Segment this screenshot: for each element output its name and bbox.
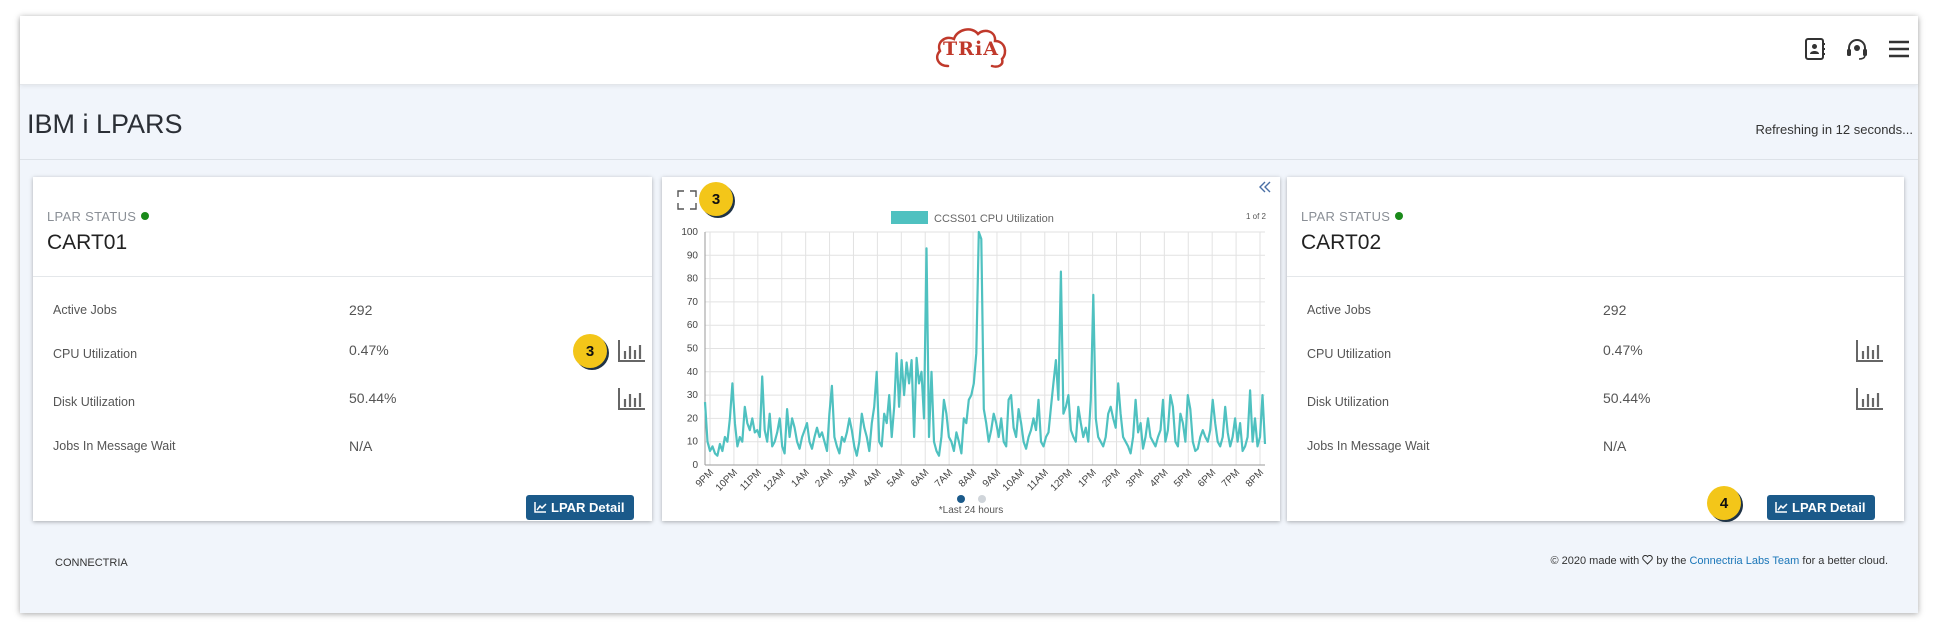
title-divider <box>20 159 1918 160</box>
x-tick-label: 6PM <box>1196 467 1218 489</box>
y-tick-label: 60 <box>687 320 699 331</box>
step-badge: 3 <box>573 334 607 368</box>
x-tick-label: 2AM <box>813 467 835 489</box>
contacts-icon[interactable] <box>1802 36 1828 62</box>
cpu-chart-icon[interactable] <box>1856 339 1884 363</box>
x-tick-label: 7AM <box>933 467 955 489</box>
connectria-labs-link[interactable]: Connectria Labs Team <box>1689 555 1800 567</box>
jobs-message-wait-value: N/A <box>349 438 373 454</box>
x-tick-label: 6AM <box>909 467 931 489</box>
chart-note: *Last 24 hours <box>939 505 1004 516</box>
x-tick-label: 1PM <box>1076 467 1098 489</box>
disk-utilization-value: 50.44% <box>1603 390 1651 406</box>
x-tick-label: 4PM <box>1148 467 1170 489</box>
disk-chart-icon[interactable] <box>1856 387 1884 411</box>
y-tick-label: 0 <box>692 460 698 471</box>
disk-utilization-label: Disk Utilization <box>53 395 135 409</box>
lpar-detail-button[interactable]: LPAR Detail <box>526 495 635 520</box>
x-tick-label: 7PM <box>1220 467 1242 489</box>
step-badge: 3 <box>699 182 733 216</box>
x-tick-label: 10PM <box>714 467 740 493</box>
disk-utilization-value: 50.44% <box>349 390 397 406</box>
hamburger-menu-icon[interactable] <box>1886 36 1912 62</box>
x-tick-label: 8PM <box>1244 467 1266 489</box>
top-bar: TRiA <box>20 16 1918 85</box>
card-divider <box>33 276 652 277</box>
cpu-utilization-value: 0.47% <box>349 342 389 358</box>
status-dot <box>1395 212 1404 220</box>
x-tick-label: 9AM <box>981 467 1003 489</box>
cpu-utilization-label: CPU Utilization <box>1307 347 1392 361</box>
x-tick-label: 1AM <box>789 467 811 489</box>
x-tick-label: 12PM <box>1049 467 1075 493</box>
cpu-utilization-label: CPU Utilization <box>53 347 138 361</box>
heart-icon <box>1642 554 1654 565</box>
lpar-name: CART01 <box>47 231 128 254</box>
chart-pager[interactable]: 1 of 2 <box>1246 212 1267 221</box>
y-tick-label: 100 <box>681 227 698 238</box>
x-tick-label: 8AM <box>957 467 979 489</box>
status-dot <box>141 212 150 220</box>
expand-icon[interactable] <box>677 190 697 210</box>
lpar-card-cart01: LPAR STATUS CART01 Active Jobs 292 CPU U… <box>33 177 652 521</box>
refresh-status: Refreshing in 12 seconds... <box>1755 122 1913 137</box>
x-tick-label: 12AM <box>762 467 788 493</box>
footer-credit: © 2020 made with by the Connectria Labs … <box>1550 554 1888 567</box>
y-tick-label: 30 <box>687 390 699 401</box>
cpu-utilization-value: 0.47% <box>1603 342 1643 358</box>
x-tick-label: 3PM <box>1124 467 1146 489</box>
collapse-icon[interactable] <box>1259 181 1271 193</box>
lpar-name: CART02 <box>1301 231 1382 254</box>
active-jobs-label: Active Jobs <box>1307 303 1371 317</box>
page-dot-inactive[interactable] <box>978 495 986 503</box>
page-title: IBM i LPARS <box>27 109 183 139</box>
card-divider <box>1287 276 1904 277</box>
active-jobs-value: 292 <box>1603 302 1627 318</box>
cpu-chart-icon[interactable] <box>618 339 646 363</box>
line-chart-icon <box>534 502 547 513</box>
x-tick-label: 10AM <box>1001 467 1027 493</box>
footer-brand: CONNECTRIA <box>55 557 128 569</box>
x-tick-label: 11AM <box>1025 467 1051 493</box>
cpu-utilization-chart: CCSS01 CPU Utilization 1 of 2 0 10 20 30 40 5… <box>677 181 1271 516</box>
y-tick-label: 50 <box>687 344 699 355</box>
disk-utilization-label: Disk Utilization <box>1307 395 1389 409</box>
cloud-icon <box>936 28 1007 68</box>
cpu-utilization-series <box>703 230 1267 457</box>
jobs-message-wait-label: Jobs In Message Wait <box>53 439 176 453</box>
status-label: LPAR STATUS <box>47 209 150 224</box>
y-tick-label: 20 <box>687 413 699 424</box>
legend-label: CCSS01 CPU Utilization <box>934 213 1054 225</box>
page-dot-active[interactable] <box>957 495 965 503</box>
cpu-chart-panel: CCSS01 CPU Utilization 1 of 2 0 10 20 30 40 5… <box>662 177 1280 521</box>
disk-chart-icon[interactable] <box>618 387 646 411</box>
y-tick-label: 80 <box>687 274 699 285</box>
tria-logo[interactable]: TRiA <box>932 22 1010 74</box>
step-badge: 4 <box>1707 486 1741 520</box>
x-tick-label: 4AM <box>861 467 883 489</box>
active-jobs-label: Active Jobs <box>53 303 117 317</box>
headset-icon[interactable] <box>1844 36 1870 62</box>
lpar-card-cart02: LPAR STATUS CART02 Active Jobs 292 CPU U… <box>1287 177 1904 521</box>
legend-swatch <box>891 211 928 224</box>
x-tick-label: 5PM <box>1172 467 1194 489</box>
y-tick-label: 90 <box>687 250 699 261</box>
logo-text: TRiA <box>943 38 999 60</box>
x-tick-label: 5AM <box>885 467 907 489</box>
x-tick-label: 11PM <box>738 467 764 493</box>
jobs-message-wait-label: Jobs In Message Wait <box>1307 439 1430 453</box>
line-chart-icon <box>1775 502 1788 513</box>
y-tick-label: 10 <box>687 437 699 448</box>
active-jobs-value: 292 <box>349 302 373 318</box>
x-tick-label: 2PM <box>1100 467 1122 489</box>
status-label: LPAR STATUS <box>1301 209 1404 224</box>
lpar-detail-button[interactable]: LPAR Detail <box>1767 495 1876 520</box>
y-tick-label: 40 <box>687 367 699 378</box>
jobs-message-wait-value: N/A <box>1603 438 1627 454</box>
y-tick-label: 70 <box>687 297 699 308</box>
x-tick-label: 3AM <box>837 467 859 489</box>
